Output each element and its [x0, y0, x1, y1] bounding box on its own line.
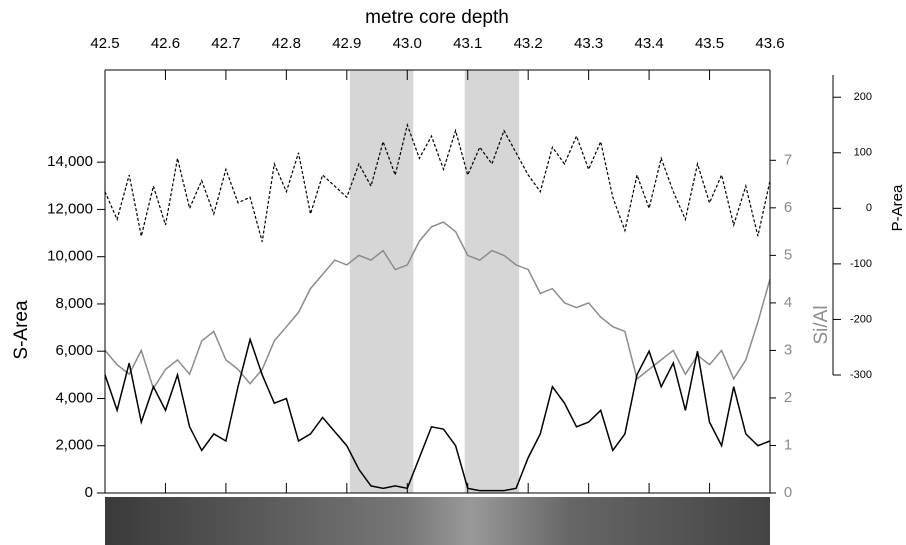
y3-tick-label: 200 — [854, 91, 872, 103]
x-axis-title: metre core depth — [365, 7, 509, 28]
y-tick-label: 12,000 — [47, 200, 93, 217]
y-tick-label: 14,000 — [47, 153, 93, 170]
y-tick-label: 8,000 — [55, 295, 93, 312]
x-tick-label: 42.8 — [272, 35, 301, 52]
x-tick-label: 42.9 — [332, 35, 361, 52]
x-tick-label: 43.4 — [634, 35, 663, 52]
series-line — [104, 221, 771, 391]
y-tick-label: 6,000 — [55, 342, 93, 359]
y2-tick-label: 4 — [784, 294, 792, 311]
y-tick-label: 4,000 — [55, 389, 93, 406]
y-tick-label: 10,000 — [47, 248, 93, 265]
y2-tick-label: 5 — [784, 246, 792, 263]
y2-tick-label: 2 — [784, 389, 792, 406]
y2-axis-title: Si/Al — [811, 305, 832, 344]
series-line — [104, 122, 771, 242]
x-tick-label: 43.6 — [755, 35, 784, 52]
x-tick-label: 43.1 — [453, 35, 482, 52]
x-tick-label: 43.2 — [514, 35, 543, 52]
y3-tick-label: -300 — [850, 369, 872, 381]
y2-tick-label: 1 — [784, 436, 792, 453]
y3-tick-label: 0 — [866, 202, 872, 214]
x-tick-label: 43.3 — [574, 35, 603, 52]
y-axis-title: S-Area — [11, 300, 32, 360]
y2-tick-label: 7 — [784, 151, 792, 168]
series-line — [104, 336, 771, 492]
y3-tick-label: 100 — [854, 147, 872, 159]
y3-tick-label: -200 — [850, 313, 872, 325]
y2-tick-label: 3 — [784, 341, 792, 358]
y2-tick-label: 0 — [784, 484, 792, 501]
y-tick-label: 2,000 — [55, 437, 93, 454]
x-tick-label: 42.5 — [90, 35, 119, 52]
shaded-range — [349, 70, 414, 493]
x-tick-label: 42.6 — [151, 35, 180, 52]
y3-axis-title: P-Area — [889, 184, 906, 231]
y-tick-label: 0 — [85, 484, 93, 501]
x-tick-label: 43.5 — [695, 35, 724, 52]
y2-tick-label: 6 — [784, 199, 792, 216]
y3-tick-label: -100 — [850, 258, 872, 270]
shaded-range — [464, 70, 520, 493]
core-image — [105, 497, 770, 545]
x-tick-label: 43.0 — [393, 35, 422, 52]
x-tick-label: 42.7 — [211, 35, 240, 52]
